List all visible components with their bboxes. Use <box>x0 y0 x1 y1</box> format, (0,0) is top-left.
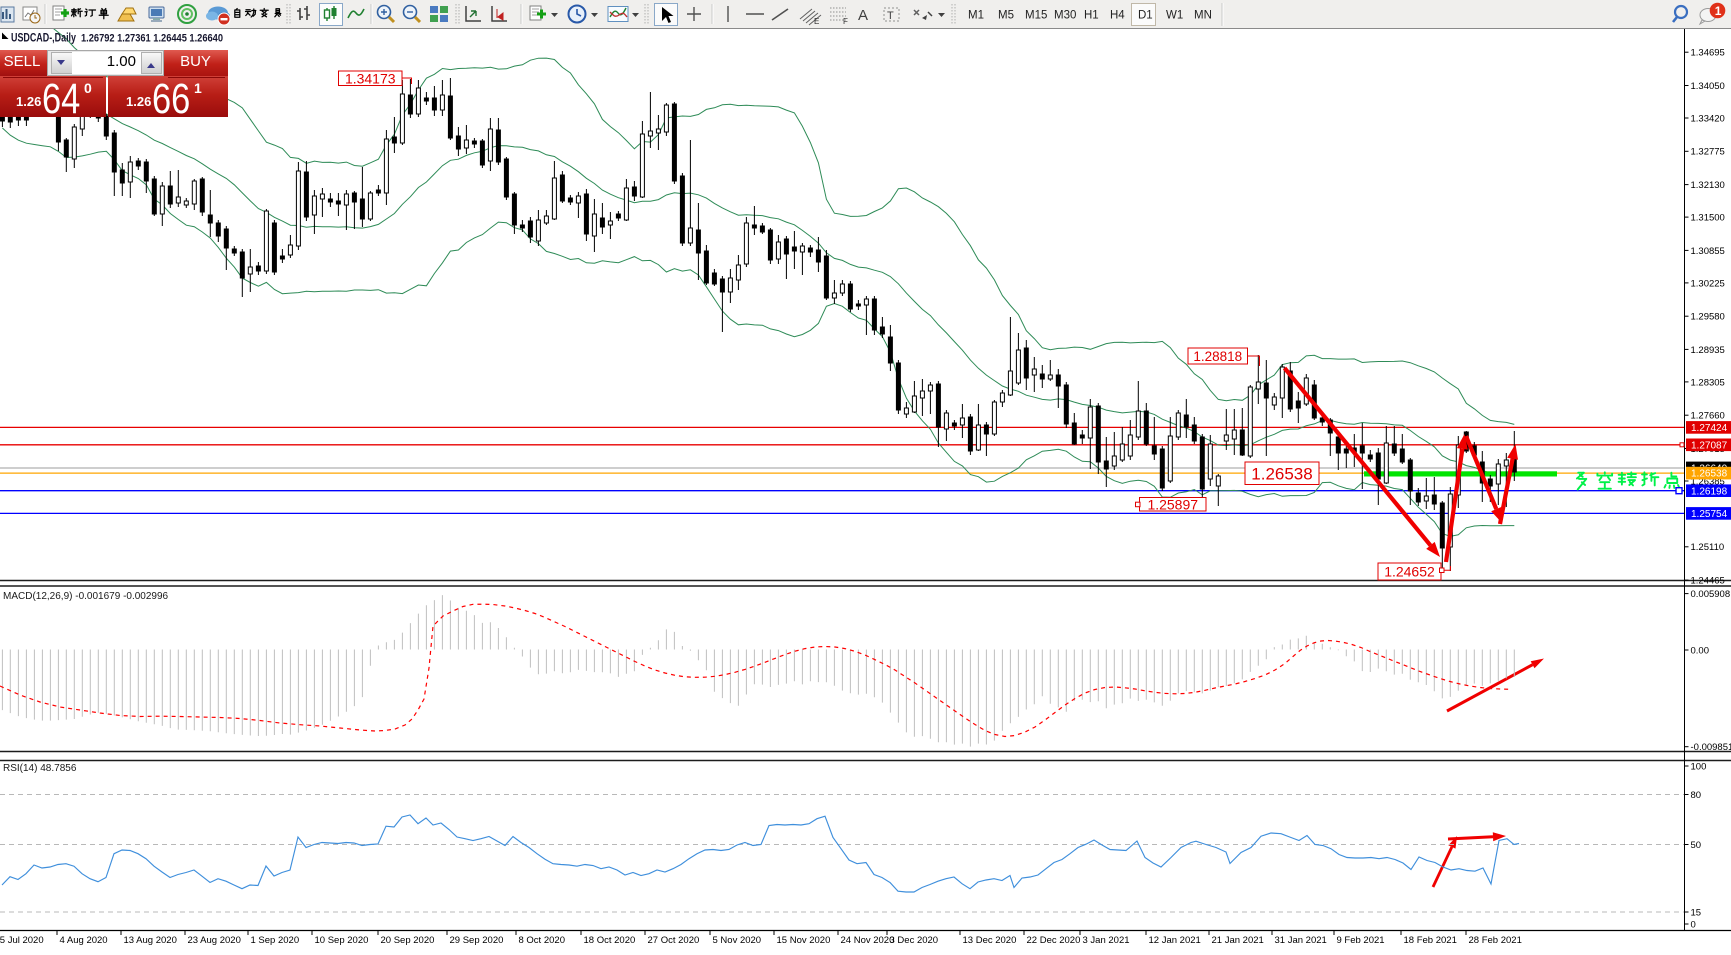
svg-text:20 Sep 2020: 20 Sep 2020 <box>381 935 435 946</box>
svg-text:-0.009851: -0.009851 <box>1691 742 1731 753</box>
svg-text:18 Feb 2021: 18 Feb 2021 <box>1404 935 1457 946</box>
svg-text:22 Dec 2020: 22 Dec 2020 <box>1027 935 1081 946</box>
svg-text:1.26538: 1.26538 <box>1691 469 1728 480</box>
svg-text:1.26792 1.27361 1.26445 1.2664: 1.26792 1.27361 1.26445 1.26640 <box>81 33 223 45</box>
svg-text:4 Aug 2020: 4 Aug 2020 <box>60 935 108 946</box>
svg-text:RSI(14) 48.7856: RSI(14) 48.7856 <box>3 763 77 774</box>
svg-text:80: 80 <box>1691 790 1702 801</box>
svg-text:3 Jan 2021: 3 Jan 2021 <box>1083 935 1130 946</box>
svg-text:1.25897: 1.25897 <box>1147 496 1198 512</box>
svg-text:1.34173: 1.34173 <box>345 70 396 86</box>
svg-text:13 Dec 2020: 13 Dec 2020 <box>963 935 1017 946</box>
svg-text:1.26538: 1.26538 <box>1251 464 1312 483</box>
svg-text:1.27424: 1.27424 <box>1691 423 1728 434</box>
svg-text:1.31500: 1.31500 <box>1691 213 1725 224</box>
svg-text:15: 15 <box>1691 907 1702 918</box>
svg-text:1.32775: 1.32775 <box>1691 147 1725 158</box>
svg-text:29 Sep 2020: 29 Sep 2020 <box>450 935 504 946</box>
svg-text:50: 50 <box>1691 840 1702 851</box>
svg-text:10 Sep 2020: 10 Sep 2020 <box>315 935 369 946</box>
svg-text:0.005908: 0.005908 <box>1691 589 1731 600</box>
svg-text:1.24465: 1.24465 <box>1691 576 1725 587</box>
svg-text:100: 100 <box>1691 761 1707 772</box>
svg-text:USDCAD-,Daily: USDCAD-,Daily <box>11 33 76 45</box>
svg-text:1.25110: 1.25110 <box>1691 542 1725 553</box>
svg-text:1.28305: 1.28305 <box>1691 377 1725 388</box>
svg-text:1.29580: 1.29580 <box>1691 312 1725 323</box>
svg-text:1.34695: 1.34695 <box>1691 48 1725 59</box>
svg-text:31 Jan 2021: 31 Jan 2021 <box>1275 935 1327 946</box>
svg-text:1.26198: 1.26198 <box>1691 486 1728 497</box>
svg-text:21 Jan 2021: 21 Jan 2021 <box>1212 935 1264 946</box>
svg-text:1.25754: 1.25754 <box>1691 509 1728 520</box>
svg-text:1 Sep 2020: 1 Sep 2020 <box>251 935 300 946</box>
svg-text:28 Feb 2021: 28 Feb 2021 <box>1469 935 1522 946</box>
svg-text:1.28935: 1.28935 <box>1691 345 1725 356</box>
svg-text:1.34050: 1.34050 <box>1691 81 1725 92</box>
svg-text:18 Oct 2020: 18 Oct 2020 <box>584 935 636 946</box>
svg-text:1.28818: 1.28818 <box>1193 349 1242 364</box>
svg-text:MACD(12,26,9) -0.001679 -0.002: MACD(12,26,9) -0.001679 -0.002996 <box>3 591 169 602</box>
svg-text:1.27087: 1.27087 <box>1691 440 1728 451</box>
svg-text:24 Nov 2020: 24 Nov 2020 <box>841 935 895 946</box>
svg-text:15 Nov 2020: 15 Nov 2020 <box>777 935 831 946</box>
svg-text:1.30855: 1.30855 <box>1691 246 1725 257</box>
svg-text:12 Jan 2021: 12 Jan 2021 <box>1149 935 1201 946</box>
svg-text:0.00: 0.00 <box>1691 645 1710 656</box>
svg-text:15 Jul 2020: 15 Jul 2020 <box>0 935 44 946</box>
svg-text:23 Aug 2020: 23 Aug 2020 <box>188 935 241 946</box>
svg-text:3 Dec 2020: 3 Dec 2020 <box>890 935 939 946</box>
svg-text:1.24652: 1.24652 <box>1384 564 1435 580</box>
svg-text:8 Oct 2020: 8 Oct 2020 <box>519 935 565 946</box>
svg-text:1.33420: 1.33420 <box>1691 113 1725 124</box>
svg-text:13 Aug 2020: 13 Aug 2020 <box>124 935 177 946</box>
svg-text:1.27660: 1.27660 <box>1691 411 1725 422</box>
svg-text:9 Feb 2021: 9 Feb 2021 <box>1337 935 1385 946</box>
svg-text:1.30225: 1.30225 <box>1691 278 1725 289</box>
svg-text:5 Nov 2020: 5 Nov 2020 <box>713 935 762 946</box>
svg-text:0: 0 <box>1691 919 1696 930</box>
svg-text:1.32130: 1.32130 <box>1691 180 1725 191</box>
svg-text:27 Oct 2020: 27 Oct 2020 <box>648 935 700 946</box>
